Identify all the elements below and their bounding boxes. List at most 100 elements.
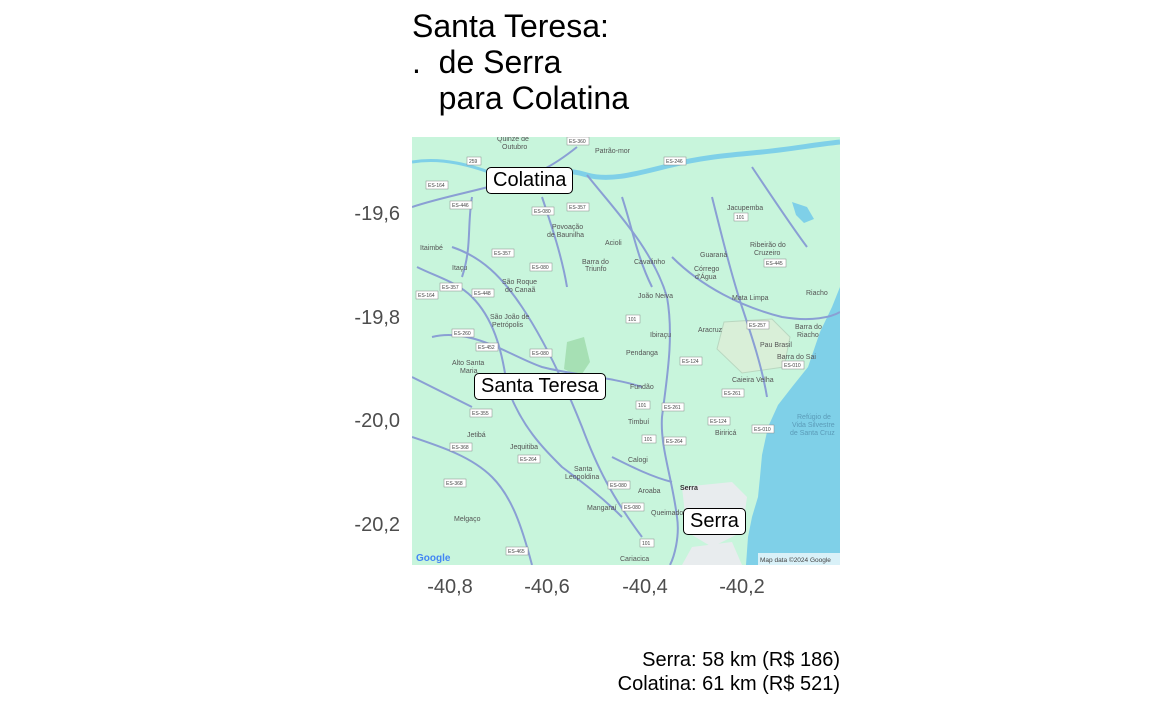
- x-tick-label: -40,2: [719, 576, 765, 598]
- place-name: Acioli: [605, 240, 622, 247]
- y-tick-label: -19,8: [354, 307, 400, 329]
- svg-text:101: 101: [638, 403, 647, 409]
- y-tick-label: -20,2: [354, 514, 400, 536]
- place-name: Itaçu: [452, 265, 467, 272]
- svg-text:101: 101: [736, 215, 745, 221]
- park-area: [564, 337, 590, 377]
- place-name: Santa: [574, 466, 592, 473]
- svg-text:ES-010: ES-010: [784, 363, 801, 369]
- place-name: Barra do: [795, 324, 822, 331]
- svg-text:ES-080: ES-080: [610, 483, 627, 489]
- svg-text:ES-080: ES-080: [532, 351, 549, 357]
- place-name: Quinze de: [497, 137, 529, 143]
- svg-text:ES-264: ES-264: [666, 439, 683, 445]
- place-name: Cariacica: [620, 556, 649, 563]
- place-name: Ibiraçu: [650, 332, 671, 339]
- place-name: do Canaã: [505, 287, 535, 294]
- map-panel[interactable]: Quinze de Outubro Patrão-mor Jacupemba P…: [412, 137, 840, 565]
- svg-text:ES-264: ES-264: [520, 457, 537, 463]
- place-name: Pau Brasil: [760, 342, 792, 349]
- svg-text:ES-261: ES-261: [664, 405, 681, 411]
- place-name: Triunfo: [585, 266, 607, 273]
- svg-text:ES-080: ES-080: [532, 265, 549, 271]
- svg-text:ES-445: ES-445: [766, 261, 783, 267]
- place-name: São Roque: [502, 279, 537, 286]
- place-name: Jacupemba: [727, 205, 763, 212]
- place-name: Melgaço: [454, 516, 481, 523]
- distance-caption: Serra: 58 km (R$ 186) Colatina: 61 km (R…: [618, 648, 840, 696]
- map-attribution: Map data ©2024 Google: [760, 556, 831, 564]
- place-name: Serra: [680, 485, 698, 492]
- city-label-santa-teresa: Santa Teresa: [474, 373, 606, 400]
- place-name: Aroaba: [638, 488, 661, 495]
- place-names: Quinze de Outubro Patrão-mor Jacupemba P…: [420, 137, 835, 563]
- svg-text:101: 101: [644, 437, 653, 443]
- title-line-2: . de Serra: [412, 44, 562, 80]
- lake: [792, 202, 814, 223]
- title-line-3: para Colatina: [412, 80, 630, 116]
- caption-line-serra: Serra: 58 km (R$ 186): [642, 649, 840, 671]
- place-name: Barra do Sai: [777, 354, 816, 361]
- city-label-serra: Serra: [683, 508, 746, 535]
- roads: [412, 146, 840, 565]
- city-label-colatina: Colatina: [486, 167, 574, 194]
- google-logo: Google: [416, 553, 451, 564]
- place-name: Caieira Velha: [732, 377, 774, 384]
- svg-text:ES-360: ES-360: [569, 139, 586, 145]
- place-name: Fundão: [630, 384, 654, 391]
- highway-shields: ES-360 ES-246 259 ES-164 ES-446 ES-080 E…: [415, 137, 805, 556]
- place-name: Queimado: [651, 510, 683, 517]
- place-name: Vida Silvestre: [792, 422, 835, 429]
- place-name: Calogi: [628, 457, 648, 464]
- x-tick-label: -40,6: [524, 576, 570, 598]
- map-tiles: Quinze de Outubro Patrão-mor Jacupemba P…: [412, 137, 840, 565]
- svg-text:ES-446: ES-446: [452, 203, 469, 209]
- place-name: Mata Limpa: [732, 295, 769, 302]
- place-name: Córrego: [694, 266, 719, 273]
- svg-text:101: 101: [642, 541, 651, 547]
- svg-text:ES-260: ES-260: [454, 331, 471, 337]
- place-name: Petrópolis: [492, 322, 524, 329]
- place-name: de Santa Cruz: [790, 430, 835, 437]
- place-name: Cavalinho: [634, 259, 665, 266]
- place-name: Cruzeiro: [754, 250, 781, 257]
- svg-text:ES-080: ES-080: [534, 209, 551, 215]
- svg-text:ES-448: ES-448: [474, 291, 491, 297]
- x-tick-label: -40,4: [622, 576, 668, 598]
- place-name: João Neiva: [638, 293, 673, 300]
- place-name: Guaraná: [700, 252, 727, 259]
- place-name: Biriricá: [715, 430, 736, 437]
- place-name: Timbuí: [628, 419, 649, 426]
- place-name: Mangaraí: [587, 505, 617, 512]
- google-logo-text: Google: [416, 553, 451, 564]
- svg-text:ES-368: ES-368: [446, 481, 463, 487]
- urban-area: [682, 542, 742, 565]
- svg-text:ES-124: ES-124: [682, 359, 699, 365]
- place-name: Alto Santa: [452, 360, 484, 367]
- place-name: São João de: [490, 314, 529, 321]
- chart-title: Santa Teresa: . de Serra para Colatina: [412, 8, 629, 116]
- place-name: Povoação: [552, 224, 583, 231]
- place-name: Patrão-mor: [595, 148, 631, 155]
- place-name: Leopoldina: [565, 474, 599, 481]
- y-tick-label: -19,6: [354, 203, 400, 225]
- x-tick-label: -40,8: [427, 576, 473, 598]
- svg-text:259: 259: [469, 159, 478, 165]
- svg-text:ES-357: ES-357: [569, 205, 586, 211]
- svg-text:ES-164: ES-164: [418, 293, 435, 299]
- svg-text:ES-368: ES-368: [452, 445, 469, 451]
- place-name: Maria: [460, 368, 478, 375]
- svg-text:ES-164: ES-164: [428, 183, 445, 189]
- svg-text:ES-465: ES-465: [508, 549, 525, 555]
- place-name: Ribeirão do: [750, 242, 786, 249]
- caption-line-colatina: Colatina: 61 km (R$ 521): [617, 673, 840, 695]
- svg-text:ES-010: ES-010: [754, 427, 771, 433]
- svg-text:ES-261: ES-261: [724, 391, 741, 397]
- title-line-1: Santa Teresa:: [412, 8, 609, 44]
- svg-text:ES-357: ES-357: [442, 285, 459, 291]
- place-name: Aracruz: [698, 327, 723, 334]
- svg-text:101: 101: [628, 317, 637, 323]
- svg-text:ES-355: ES-355: [472, 411, 489, 417]
- place-name: Barra do: [582, 259, 609, 266]
- place-name: d'Água: [695, 272, 717, 281]
